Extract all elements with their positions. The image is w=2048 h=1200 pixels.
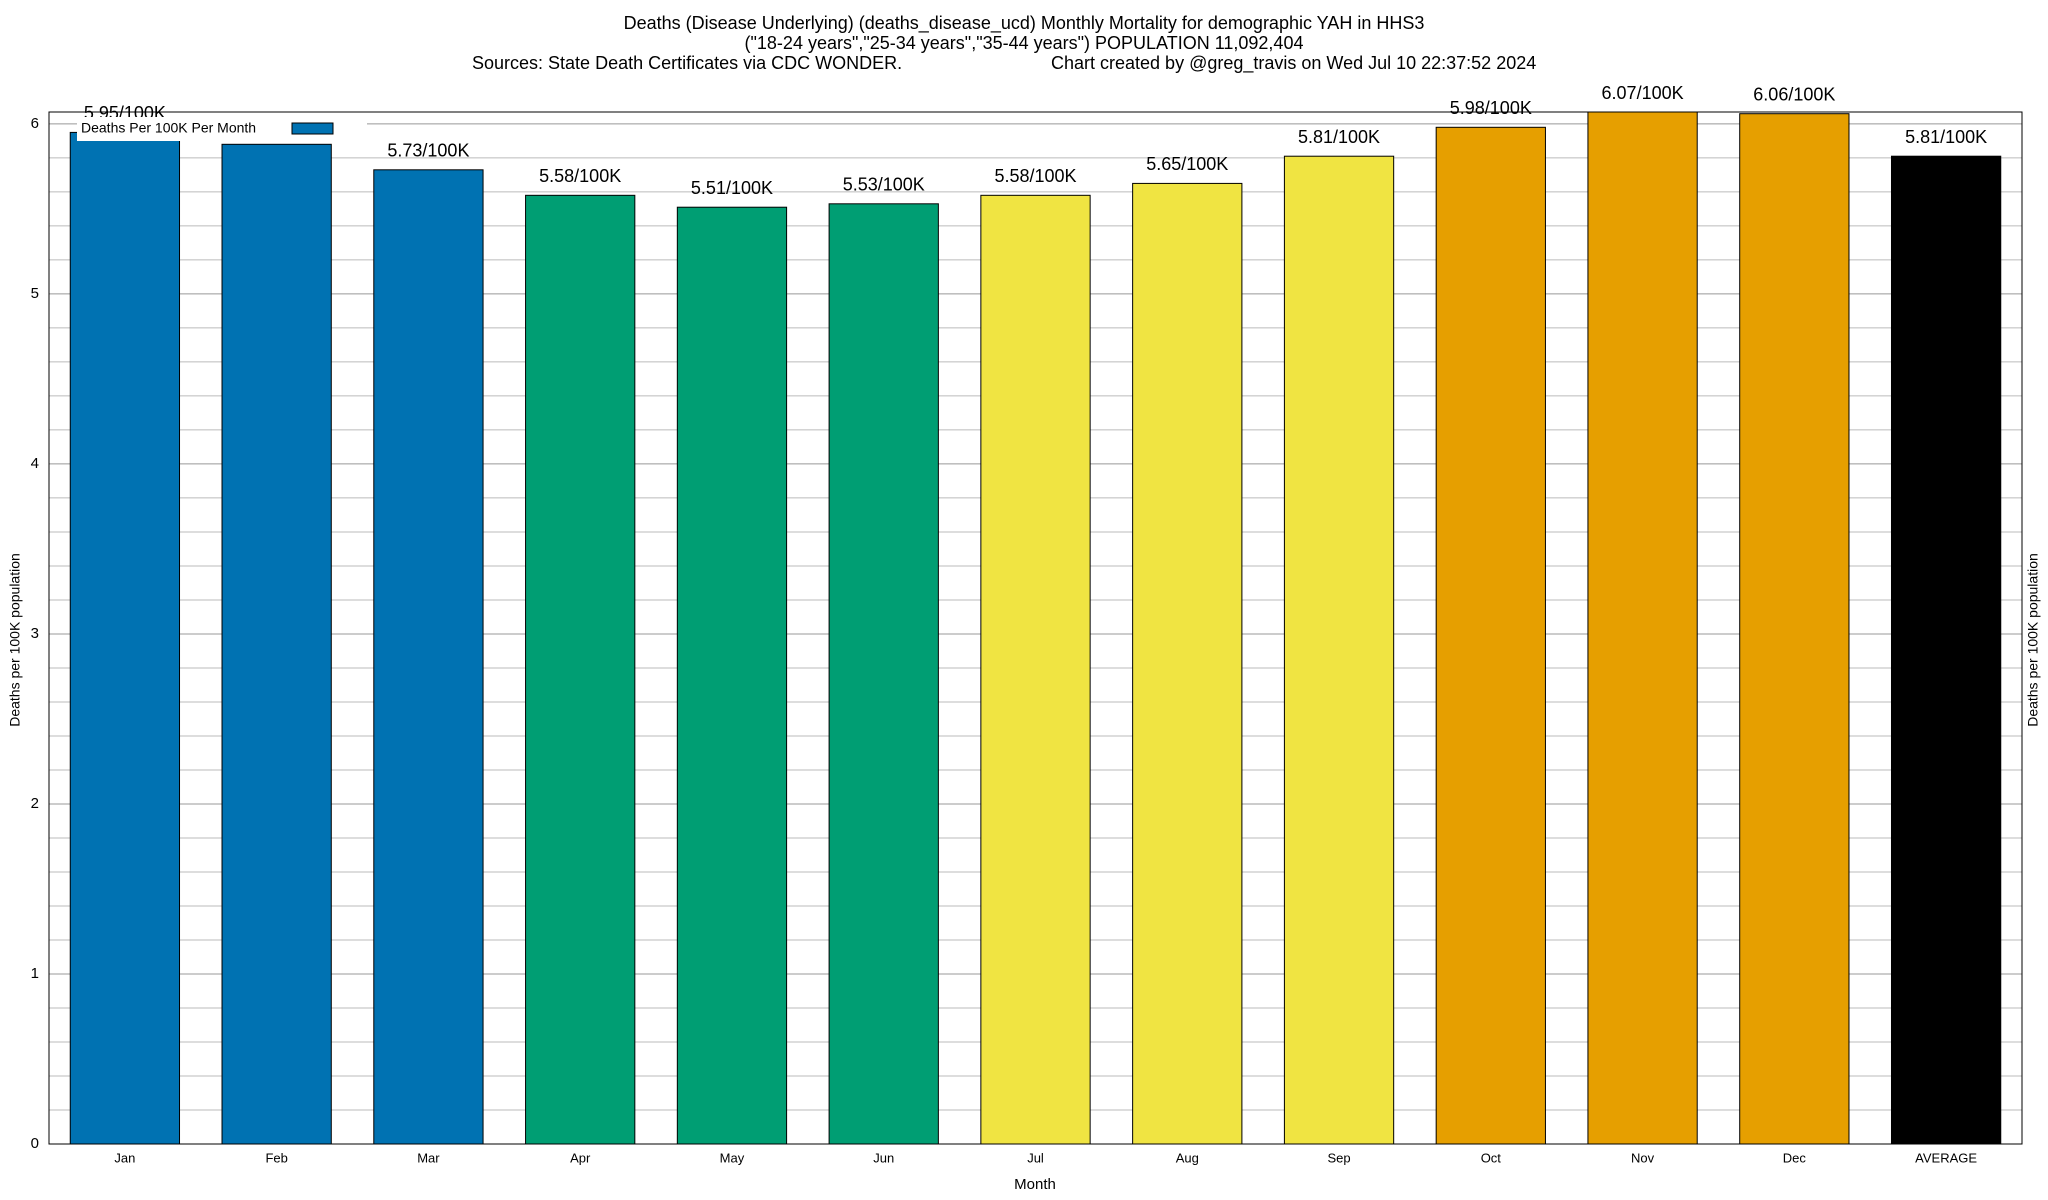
chart-source: Sources: State Death Certificates via CD… — [472, 53, 902, 73]
chart-subtitle: ("18-24 years","25-34 years","35-44 year… — [745, 33, 1304, 53]
bar — [1739, 113, 1850, 1145]
bar — [221, 143, 332, 1145]
bar — [1132, 182, 1243, 1145]
bar — [525, 194, 636, 1145]
bar — [1890, 155, 2002, 1145]
x-tick-label: Sep — [1327, 1150, 1350, 1165]
y-tick-label: 2 — [31, 795, 39, 812]
x-tick-label: Jul — [1027, 1150, 1044, 1165]
x-tick-label: May — [720, 1150, 745, 1165]
bar — [1435, 126, 1546, 1145]
x-tick-label: Nov — [1631, 1150, 1655, 1165]
chart-credit: Chart created by @greg_travis on Wed Jul… — [1051, 53, 1536, 74]
legend-label: Deaths Per 100K Per Month — [81, 120, 256, 136]
bar — [69, 131, 181, 1145]
y-tick-label: 1 — [31, 965, 39, 982]
chart-title: Deaths (Disease Underlying) (deaths_dise… — [624, 13, 1425, 34]
value-label: 5.58/100K — [539, 166, 621, 186]
x-tick-label: Mar — [417, 1150, 440, 1165]
y-tick-label: 5 — [31, 285, 39, 302]
bar — [980, 194, 1091, 1145]
legend-swatch — [291, 122, 334, 135]
x-tick-label: Feb — [265, 1150, 287, 1165]
y-tick-label: 0 — [31, 1135, 39, 1152]
x-tick-label: Oct — [1481, 1150, 1502, 1165]
value-label: 5.81/100K — [1298, 127, 1380, 147]
y-tick-label: 3 — [31, 625, 39, 642]
x-tick-label: Jan — [114, 1150, 135, 1165]
value-label: 5.58/100K — [994, 166, 1076, 186]
x-tick-label: Dec — [1783, 1150, 1807, 1165]
x-tick-label: Apr — [570, 1150, 591, 1165]
value-label: 6.06/100K — [1753, 84, 1835, 104]
value-label: 5.73/100K — [387, 141, 469, 161]
y-tick-label: 6 — [31, 115, 39, 132]
bar — [1587, 111, 1698, 1145]
x-tick-label: AVERAGE — [1915, 1150, 1977, 1165]
value-label: 6.07/100K — [1602, 83, 1684, 103]
x-tick-label: Jun — [873, 1150, 894, 1165]
value-label: 5.65/100K — [1146, 154, 1228, 174]
value-label: 5.81/100K — [1905, 127, 1987, 147]
bar — [373, 169, 484, 1145]
y-tick-label: 4 — [31, 455, 39, 472]
value-label: 5.51/100K — [691, 178, 773, 198]
bar — [1283, 155, 1395, 1145]
value-label: 5.98/100K — [1450, 98, 1532, 118]
x-axis-label: Month — [1014, 1176, 1056, 1193]
y-axis-label: Deaths per 100K population — [7, 553, 23, 727]
bar — [676, 206, 788, 1145]
x-tick-label: Aug — [1176, 1150, 1199, 1165]
bar — [828, 203, 939, 1145]
y2-axis-label: Deaths per 100K population — [2025, 553, 2041, 727]
plot-frame — [48, 111, 2023, 1145]
value-label: 5.53/100K — [843, 175, 925, 195]
